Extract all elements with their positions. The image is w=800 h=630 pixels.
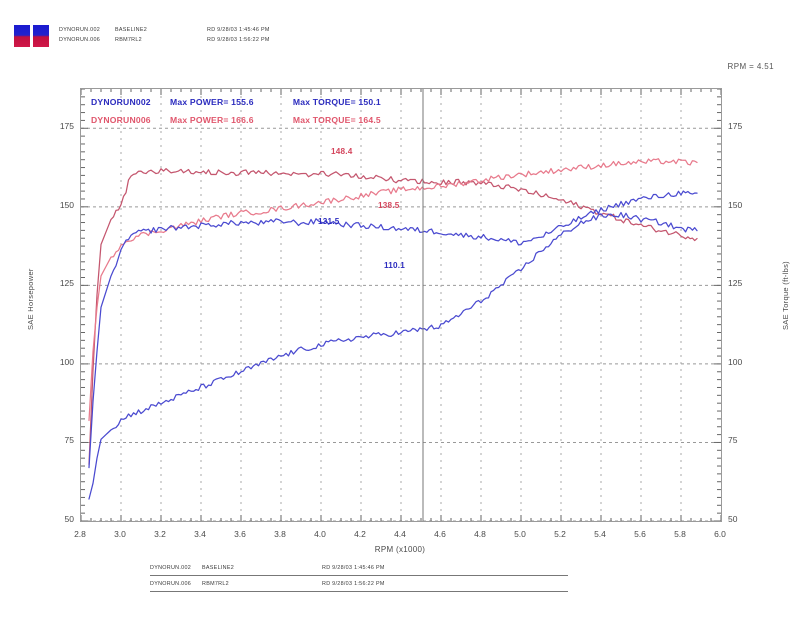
- x-tick-label: 4.6: [434, 529, 446, 539]
- table-row[interactable]: DYNORUN.002 BASELINE2 RD 9/28/03 1:45:46…: [150, 560, 570, 575]
- x-tick-label: 4.0: [314, 529, 326, 539]
- run-summary-table: DYNORUN.002 BASELINE2 RD 9/28/03 1:45:46…: [150, 560, 570, 592]
- top-legend: DYNORUN.002 BASELINE2 RD 9/28/03 1:45:46…: [14, 25, 327, 47]
- legend-run-name: BASELINE2: [115, 27, 148, 33]
- rpm-readout: RPM = 4.51: [727, 62, 774, 71]
- x-tick-label: 6.0: [714, 529, 726, 539]
- legend-swatch-run1: [14, 25, 30, 47]
- run-name: RBM7RL2: [202, 580, 229, 587]
- x-axis-title: RPM (x1000): [374, 545, 426, 554]
- y-tick-label-left: 100: [59, 356, 74, 367]
- x-tick-label: 4.4: [394, 529, 406, 539]
- header-run1-pow-lbl: Max POWER=: [169, 97, 229, 107]
- y-tick-label-left: 150: [59, 199, 74, 210]
- y-axis-title-right: SAE Torque (ft-lbs): [781, 261, 790, 330]
- run-stamp: RD 9/28/03 1:45:46 PM: [322, 564, 385, 571]
- x-tick-label: 3.2: [154, 529, 166, 539]
- header-run2-pow-lbl: Max POWER=: [169, 115, 229, 125]
- legend-row: DYNORUN.002 BASELINE2 RD 9/28/03 1:45:46…: [59, 25, 327, 35]
- header-run2-trq-val: 164.5: [358, 115, 381, 125]
- cursor-annotation-hp-run2: 131.5: [318, 217, 340, 226]
- x-tick-label: 5.2: [554, 529, 566, 539]
- legend-text-rows: DYNORUN.002 BASELINE2 RD 9/28/03 1:45:46…: [59, 25, 327, 45]
- header-run2-id: DYNORUN006: [91, 115, 151, 125]
- header-run1-id: DYNORUN002: [91, 97, 151, 107]
- y-tick-label-right: 125: [728, 278, 743, 289]
- x-tick-label: 2.8: [74, 529, 86, 539]
- legend-swatches: [14, 25, 49, 47]
- table-row[interactable]: DYNORUN.006 RBM7RL2 RD 9/28/03 1:56:22 P…: [150, 576, 570, 591]
- run-name: BASELINE2: [202, 564, 235, 571]
- cursor-annotation-torque-run1: 148.4: [331, 147, 353, 156]
- y-tick-label-right: 100: [728, 356, 743, 367]
- header-run2-trq-lbl: Max TORQUE=: [292, 115, 356, 125]
- y-tick-label-left: 75: [64, 435, 74, 446]
- run-id: DYNORUN.006: [150, 580, 192, 587]
- x-tick-label: 3.6: [234, 529, 246, 539]
- legend-run-id: DYNORUN.002: [59, 27, 101, 33]
- y-tick-label-right: 50: [728, 514, 738, 524]
- x-tick-label: 5.4: [594, 529, 606, 539]
- header-run1: DYNORUN002 Max POWER= 155.6 Max TORQUE= …: [91, 97, 381, 107]
- legend-run-stamp: RD 9/28/03 1:56:22 PM: [207, 37, 270, 43]
- cursor-annotation-torque-run2: 138.5: [378, 201, 400, 210]
- y-tick-label-left: 50: [64, 514, 74, 524]
- header-run1-trq-lbl: Max TORQUE=: [292, 97, 356, 107]
- x-tick-label: 4.2: [354, 529, 366, 539]
- x-tick-label: 3.0: [114, 529, 126, 539]
- legend-swatch-run2: [33, 25, 49, 47]
- legend-run-id: DYNORUN.006: [59, 37, 101, 43]
- header-run1-pow-val: 155.6: [231, 97, 254, 107]
- x-tick-label: 5.8: [674, 529, 686, 539]
- header-run2: DYNORUN006 Max POWER= 166.6 Max TORQUE= …: [91, 115, 381, 125]
- x-tick-label: 5.0: [514, 529, 526, 539]
- table-divider: [150, 575, 568, 576]
- x-tick-label: 3.4: [194, 529, 206, 539]
- x-tick-label: 4.8: [474, 529, 486, 539]
- dyno-plot[interactable]: DYNORUN002 Max POWER= 155.6 Max TORQUE= …: [80, 88, 722, 522]
- header-run1-trq-val: 150.1: [358, 97, 381, 107]
- y-axis-title-left: SAE Horsepower: [26, 268, 35, 330]
- y-tick-label-right: 75: [728, 435, 738, 446]
- y-tick-label-left: 175: [59, 121, 74, 132]
- legend-run-name: RBM7RL2: [115, 37, 142, 43]
- header-run2-pow-val: 166.6: [231, 115, 254, 125]
- run-stamp: RD 9/28/03 1:56:22 PM: [322, 580, 385, 587]
- x-tick-label: 3.8: [274, 529, 286, 539]
- x-tick-label: 5.6: [634, 529, 646, 539]
- cursor-annotation-hp-run1: 110.1: [384, 261, 406, 270]
- table-divider: [150, 591, 568, 592]
- legend-row: DYNORUN.006 RBM7RL2 RD 9/28/03 1:56:22 P…: [59, 35, 327, 45]
- y-tick-label-right: 175: [728, 121, 743, 132]
- chart-canvas: [81, 89, 721, 521]
- y-tick-label-left: 125: [59, 278, 74, 289]
- run-id: DYNORUN.002: [150, 564, 192, 571]
- plot-inner: [81, 89, 721, 521]
- y-tick-label-right: 150: [728, 199, 743, 210]
- legend-run-stamp: RD 9/28/03 1:45:46 PM: [207, 27, 270, 33]
